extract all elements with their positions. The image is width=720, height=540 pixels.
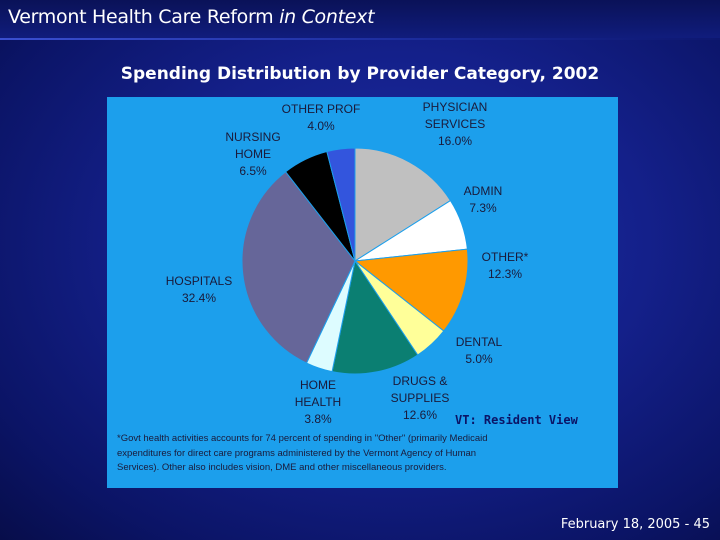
pie-slice-other bbox=[353, 248, 469, 332]
slice-label: HOME HEALTH 3.8% bbox=[295, 378, 341, 426]
footer: February 18, 2005 - 45 bbox=[561, 517, 710, 532]
slice-label: PHYSICIAN SERVICES 16.0% bbox=[423, 100, 488, 148]
pie-slice-hospitals bbox=[241, 171, 356, 364]
slice-label: DRUGS & SUPPLIES 12.6% bbox=[391, 374, 450, 422]
slide-title-italic: in Context bbox=[279, 6, 375, 28]
view-annotation: VT: Resident View bbox=[455, 413, 578, 427]
slide-title: Vermont Health Care Reform in Context bbox=[8, 6, 375, 28]
pie-slice-physician-services bbox=[354, 147, 452, 262]
slice-label: DENTAL 5.0% bbox=[456, 335, 503, 366]
footnote-line: Services). Other also includes vision, D… bbox=[117, 462, 447, 473]
chart-panel: PHYSICIAN SERVICES 16.0% ADMIN 7.3% OTHER* 12.… bbox=[107, 97, 618, 488]
slide-title-main: Vermont Health Care Reform bbox=[8, 6, 274, 28]
footnote: *Govt health activities accounts for 74 … bbox=[117, 432, 587, 476]
slice-label: OTHER PROF 4.0% bbox=[282, 102, 361, 133]
slice-label: OTHER* 12.3% bbox=[482, 250, 529, 281]
chart-title: Spending Distribution by Provider Catego… bbox=[120, 64, 600, 84]
page-number: 45 bbox=[693, 517, 710, 532]
footer-date: February 18, 2005 bbox=[560, 517, 681, 532]
pie-slice-other-prof bbox=[326, 147, 356, 262]
pie-chart: PHYSICIAN SERVICES 16.0% ADMIN 7.3% OTHER* 12.… bbox=[166, 100, 529, 426]
footnote-line: expenditures for direct care programs ad… bbox=[117, 447, 477, 459]
title-bar bbox=[0, 0, 720, 38]
footer-separator: - bbox=[684, 517, 690, 532]
slice-label: ADMIN 7.3% bbox=[464, 184, 503, 215]
pie-slice-drugs-supplies bbox=[331, 259, 419, 375]
slice-label: NURSING HOME 6.5% bbox=[225, 130, 280, 178]
title-rule bbox=[0, 38, 720, 40]
slice-label: HOSPITALS 32.4% bbox=[166, 274, 232, 305]
footnote-line: *Govt health activities accounts for 74 … bbox=[117, 433, 488, 444]
